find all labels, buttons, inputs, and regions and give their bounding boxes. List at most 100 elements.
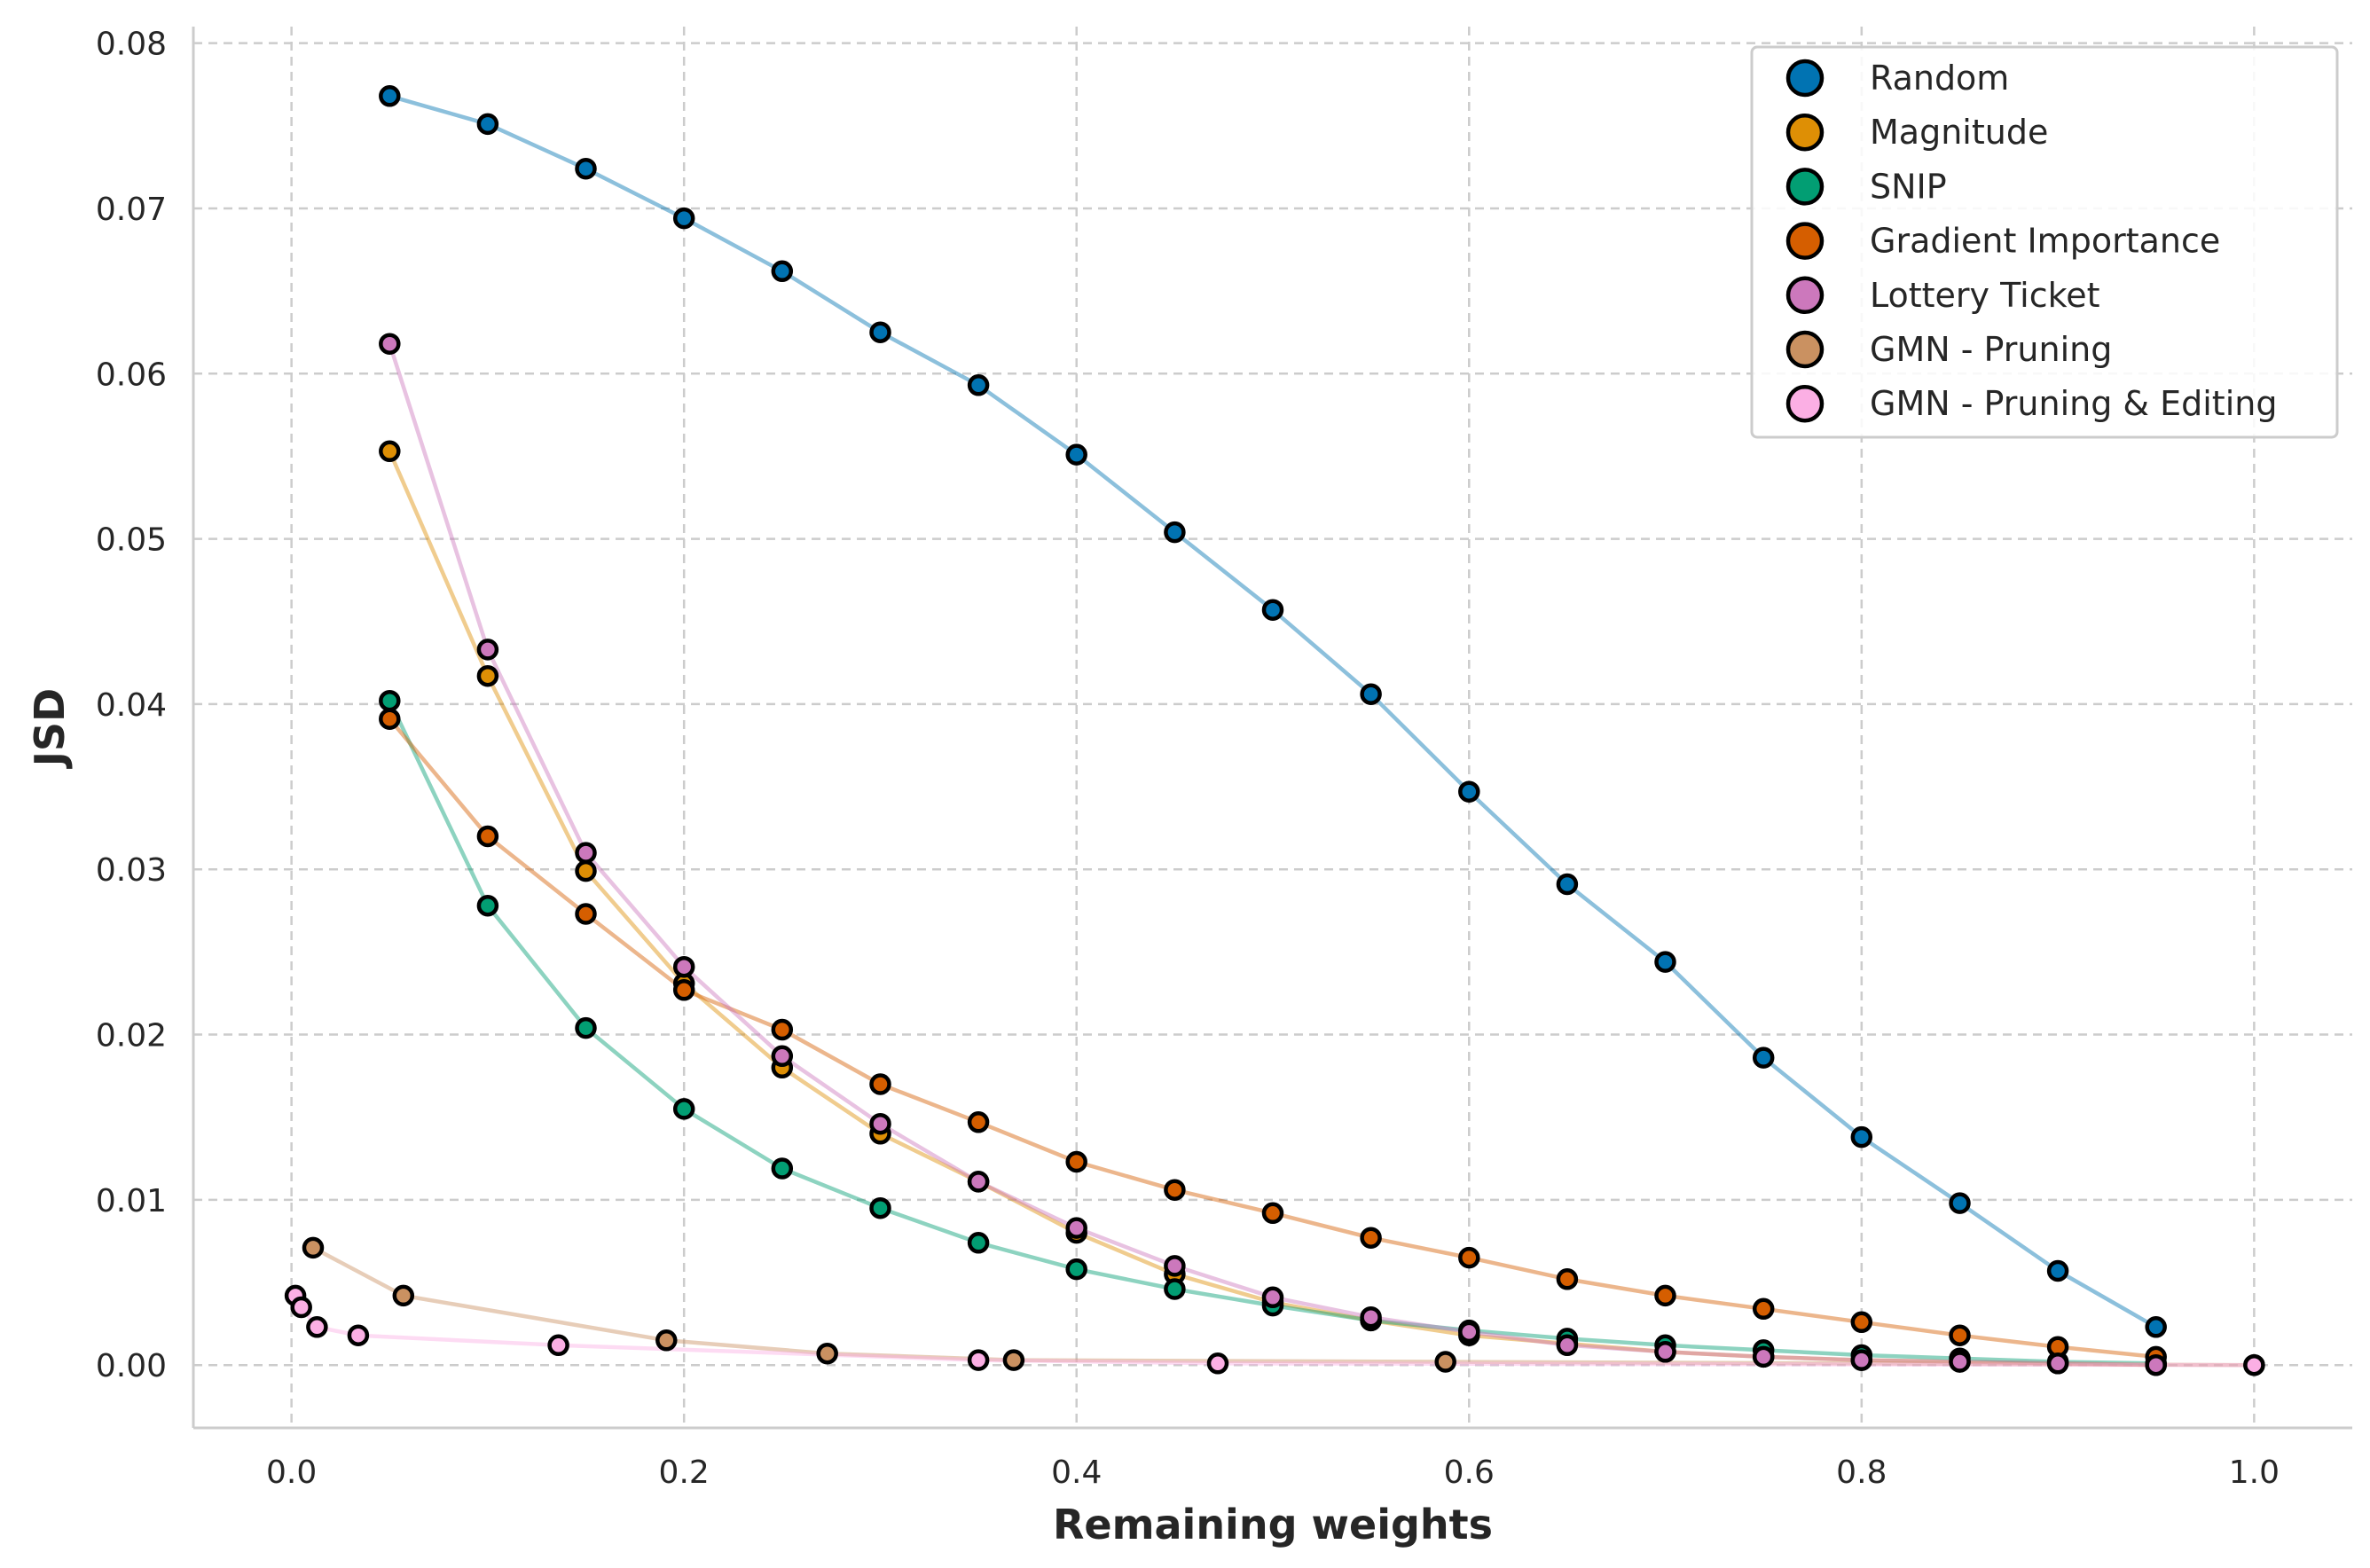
y-tick-label: 0.07 xyxy=(96,192,167,228)
data-point-gradient-importance xyxy=(476,825,499,848)
data-point-random xyxy=(476,113,499,136)
data-point-gmn-pruning-editing xyxy=(347,1324,370,1346)
data-point-random xyxy=(1949,1192,1971,1214)
data-point-gradient-importance xyxy=(575,903,597,925)
axes xyxy=(192,27,2352,1430)
data-point-gradient-importance xyxy=(1360,1227,1382,1249)
y-axis-title: JSD xyxy=(26,688,74,769)
data-point-gmn-pruning xyxy=(816,1342,838,1365)
legend-label-gmn-pruning: GMN - Pruning xyxy=(1870,330,2112,369)
legend-marker-lottery-ticket xyxy=(1785,276,1825,315)
data-point-lottery-ticket xyxy=(379,333,401,355)
data-point-gmn-pruning-editing xyxy=(967,1349,990,1371)
data-point-lottery-ticket xyxy=(476,639,499,661)
x-tick-label: 0.0 xyxy=(266,1454,317,1491)
data-point-gradient-importance xyxy=(672,979,695,1001)
legend-frame xyxy=(1750,45,2339,439)
data-point-gradient-importance xyxy=(1556,1268,1579,1290)
data-point-magnitude xyxy=(379,440,401,463)
data-point-random xyxy=(1360,683,1382,705)
data-point-magnitude xyxy=(575,859,597,882)
data-point-lottery-ticket xyxy=(1261,1286,1284,1309)
data-point-gradient-importance xyxy=(1850,1311,1873,1334)
data-point-gmn-pruning xyxy=(655,1329,678,1352)
legend-marker-gradient-importance xyxy=(1785,222,1825,260)
data-point-random xyxy=(1850,1125,1873,1149)
data-point-gradient-importance xyxy=(1949,1324,1971,1346)
data-point-magnitude xyxy=(476,664,499,687)
series-markers xyxy=(284,85,2265,1376)
data-point-snip xyxy=(1164,1278,1186,1300)
legend-label-random: Random xyxy=(1870,59,2009,98)
series-line-gradient-importance xyxy=(388,717,2156,1360)
legend-marker-gmn-pruning-editing xyxy=(1785,384,1825,423)
data-point-random xyxy=(869,321,891,343)
data-point-lottery-ticket xyxy=(1850,1349,1873,1371)
data-point-gmn-pruning-editing xyxy=(290,1296,312,1319)
data-point-random xyxy=(1261,599,1284,621)
y-tick-label: 0.03 xyxy=(96,852,167,889)
legend-label-gradient-importance: Gradient Importance xyxy=(1870,222,2220,261)
legend-marker-random xyxy=(1785,59,1825,98)
y-tick-label: 0.02 xyxy=(96,1018,167,1054)
data-point-gmn-pruning-editing xyxy=(2243,1353,2265,1376)
data-point-snip xyxy=(379,689,401,712)
x-tick-label: 0.8 xyxy=(1836,1454,1887,1491)
legend-label-magnitude: Magnitude xyxy=(1870,113,2048,152)
legend-marker-magnitude xyxy=(1785,113,1825,152)
data-point-lottery-ticket xyxy=(869,1112,891,1135)
data-point-gmn-pruning-editing xyxy=(306,1316,328,1338)
legend-marker-gmn-pruning xyxy=(1785,330,1825,369)
data-point-lottery-ticket xyxy=(1360,1305,1382,1329)
data-point-lottery-ticket xyxy=(1556,1334,1579,1357)
data-point-random xyxy=(379,85,401,107)
x-tick-label: 0.2 xyxy=(659,1454,710,1491)
data-point-lottery-ticket xyxy=(2145,1353,2167,1376)
data-point-random xyxy=(1654,951,1676,973)
data-point-lottery-ticket xyxy=(1065,1217,1087,1239)
data-point-snip xyxy=(771,1157,794,1180)
data-point-gmn-pruning xyxy=(392,1284,415,1307)
y-tick-label: 0.06 xyxy=(96,357,167,393)
data-point-gradient-importance xyxy=(1654,1284,1676,1307)
data-point-gradient-importance xyxy=(1752,1298,1775,1321)
data-point-lottery-ticket xyxy=(1654,1341,1676,1363)
y-tick-label: 0.04 xyxy=(96,687,167,724)
data-point-lottery-ticket xyxy=(967,1171,990,1193)
data-point-lottery-ticket xyxy=(575,842,597,864)
data-point-random xyxy=(771,260,794,283)
data-point-random xyxy=(672,207,695,230)
data-point-gmn-pruning xyxy=(1002,1349,1025,1371)
x-axis-title: Remaining weights xyxy=(1053,1501,1493,1548)
y-tick-label: 0.08 xyxy=(96,27,167,63)
data-point-gradient-importance xyxy=(771,1018,794,1041)
data-point-random xyxy=(2046,1259,2069,1282)
legend-marker-snip xyxy=(1785,168,1825,206)
data-point-gmn-pruning xyxy=(302,1236,325,1259)
legend-items: Random Magnitude SNIP Gradient Importance Lo… xyxy=(1785,59,2277,423)
data-point-lottery-ticket xyxy=(672,955,695,978)
data-point-gmn-pruning-editing xyxy=(1206,1352,1229,1375)
data-point-random xyxy=(1752,1047,1775,1069)
data-point-lottery-ticket xyxy=(1458,1321,1480,1344)
legend-label-snip: SNIP xyxy=(1870,167,1947,206)
data-point-gradient-importance xyxy=(1164,1179,1186,1201)
data-point-snip xyxy=(967,1232,990,1254)
data-point-random xyxy=(2145,1316,2167,1338)
data-point-gradient-importance xyxy=(869,1073,891,1095)
data-point-gradient-importance xyxy=(1261,1202,1284,1225)
data-point-snip xyxy=(575,1016,597,1039)
data-point-random xyxy=(575,157,597,180)
y-tick-label: 0.05 xyxy=(96,522,167,559)
y-tick-label: 0.00 xyxy=(96,1348,167,1384)
data-point-snip xyxy=(476,894,499,917)
tick-labels: 0.0 0.2 0.4 0.6 0.8 1.0 0.00 0.01 0.02 0.03 0.04 0.… xyxy=(96,27,2280,1491)
data-point-gmn-pruning-editing xyxy=(547,1334,569,1357)
y-tick-label: 0.01 xyxy=(96,1183,167,1219)
data-point-gmn-pruning xyxy=(1434,1351,1456,1373)
data-point-random xyxy=(1164,521,1186,544)
data-point-gradient-importance xyxy=(379,708,401,730)
data-point-random xyxy=(967,374,990,396)
data-point-gradient-importance xyxy=(1065,1150,1087,1173)
